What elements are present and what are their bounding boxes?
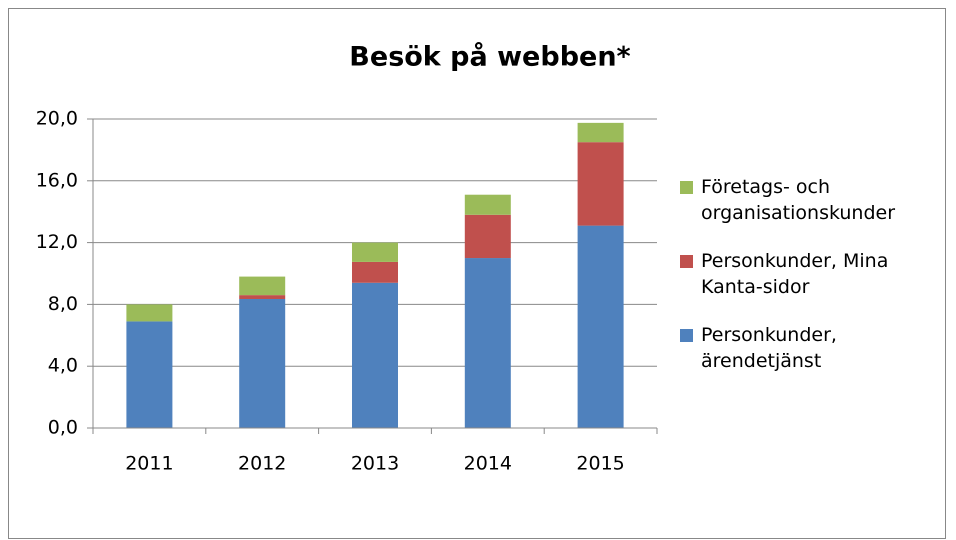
legend-swatch xyxy=(680,329,693,342)
chart-title: Besök på webben* xyxy=(349,41,630,73)
y-tick-label: 4,0 xyxy=(48,355,78,377)
y-tick-label: 20,0 xyxy=(36,108,78,130)
y-tick-label: 0,0 xyxy=(48,417,78,439)
bar-segment xyxy=(577,122,624,143)
bar-segment xyxy=(464,258,511,428)
x-tick-label: 2013 xyxy=(351,453,399,475)
legend-swatch xyxy=(680,255,693,268)
y-tick-label: 12,0 xyxy=(36,231,78,253)
bar-segment xyxy=(464,194,511,215)
bar-segment xyxy=(352,282,398,428)
bar-segment xyxy=(577,142,624,226)
legend-swatch xyxy=(680,181,693,194)
bar-segment xyxy=(352,261,398,283)
bar-segment xyxy=(352,242,398,262)
legend-item: Personkunder, ärendetjänst xyxy=(680,322,945,374)
legend-label: Personkunder, ärendetjänst xyxy=(701,324,837,372)
legend-label: Företags- och organisationskunder xyxy=(701,176,896,224)
x-tick-label: 2014 xyxy=(464,453,512,475)
bar-segment xyxy=(239,295,286,299)
x-tick-label: 2012 xyxy=(238,453,286,475)
y-tick-label: 8,0 xyxy=(48,293,78,315)
x-tick-label: 2011 xyxy=(125,453,173,475)
bar-segment xyxy=(577,225,624,428)
legend-item: Företags- och organisationskunder xyxy=(680,174,945,226)
legend: Företags- och organisationskunder Personk… xyxy=(680,174,945,396)
bar-segment xyxy=(239,276,286,296)
legend-item: Personkunder, Mina Kanta-sidor xyxy=(680,248,945,300)
x-tick-label: 2015 xyxy=(576,453,624,475)
bar-segment xyxy=(126,321,173,428)
legend-label: Personkunder, Mina Kanta-sidor xyxy=(701,250,889,298)
bar-segment xyxy=(126,304,173,322)
y-tick-label: 16,0 xyxy=(36,169,78,191)
bar-segment xyxy=(464,214,511,259)
bar-segment xyxy=(239,298,286,428)
